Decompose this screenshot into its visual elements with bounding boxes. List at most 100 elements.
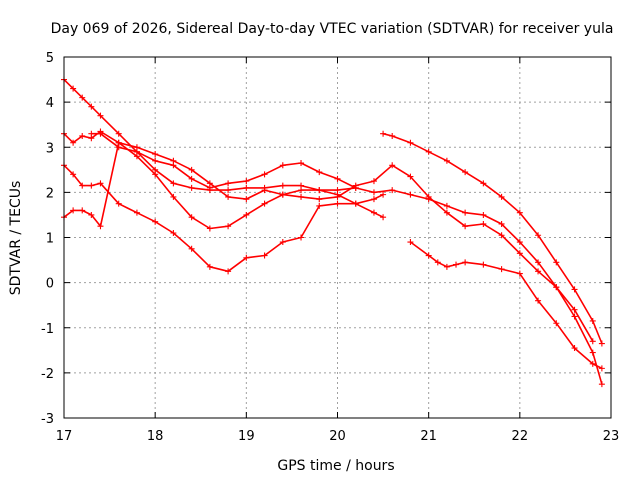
plus-marker [206,184,213,191]
y-axis-label: SDTVAR / TECUs [8,181,24,296]
series-track [409,241,603,370]
plus-marker [261,252,268,259]
plus-marker [598,381,605,388]
plus-marker [370,178,377,185]
plus-marker [79,207,86,214]
plus-marker [298,193,305,200]
plus-marker [88,211,95,218]
plus-marker [206,263,213,270]
y-tick-label: -3 [41,412,54,427]
plus-marker [370,209,377,216]
x-tick-label: 19 [238,429,255,444]
chart-title: Day 069 of 2026, Sidereal Day-to-day VTE… [51,21,614,37]
plus-marker [535,297,542,304]
plus-marker [571,306,578,313]
plus-marker [152,151,159,158]
plus-marker [188,245,195,252]
plus-marker [589,317,596,324]
plus-marker [79,132,86,139]
plus-marker [188,166,195,173]
series-track [382,132,603,344]
plus-marker [115,144,122,151]
plus-marker [115,200,122,207]
plus-marker [389,187,396,194]
plus-marker [70,139,77,146]
plus-marker [88,130,95,137]
plus-marker [279,191,286,198]
plus-marker [334,175,341,182]
x-tick-label: 21 [420,429,437,444]
plus-marker [407,239,414,246]
plus-marker [334,193,341,200]
plus-marker [535,259,542,266]
plus-marker [407,173,414,180]
y-tick-label: 1 [46,232,54,247]
y-tick-label: 0 [46,277,54,292]
plus-marker [480,211,487,218]
plus-marker [70,171,77,178]
x-tick-label: 18 [147,429,164,444]
plus-marker [425,252,432,259]
plus-marker [225,193,232,200]
plus-marker [334,200,341,207]
series-arc-c [61,162,387,275]
plus-marker [370,196,377,203]
plus-marker [407,191,414,198]
plus-marker [498,232,505,239]
plus-marker [88,103,95,110]
plus-marker [261,171,268,178]
plus-marker [352,200,359,207]
plus-marker [243,254,250,261]
plus-marker [261,187,268,194]
plus-marker [480,261,487,268]
x-tick-label: 23 [603,429,620,444]
plus-marker [316,169,323,176]
series-arc-e [88,130,605,388]
plus-marker [389,162,396,169]
plus-marker [380,130,387,137]
plus-marker [380,191,387,198]
plus-marker [480,220,487,227]
series-arc-d [61,139,596,345]
x-tick-label: 22 [512,429,529,444]
plus-marker [425,196,432,203]
plus-marker [589,360,596,367]
plus-marker [170,193,177,200]
series-track [63,141,594,342]
y-tick-label: -2 [41,367,54,382]
plus-marker [407,139,414,146]
y-tick-label: 2 [46,186,54,201]
plus-marker [434,259,441,266]
plus-marker [498,266,505,273]
plus-marker [480,180,487,187]
plus-marker [243,178,250,185]
plus-marker [243,196,250,203]
plus-marker [553,259,560,266]
plus-marker [462,223,469,230]
x-axis-label: GPS time / hours [277,458,394,474]
y-tick-label: 4 [46,96,54,111]
plus-marker [389,132,396,139]
plus-marker [152,157,159,164]
plus-marker [188,214,195,221]
plus-marker [462,169,469,176]
plus-marker [443,202,450,209]
plus-marker [598,340,605,347]
y-tick-label: 5 [46,51,54,66]
plus-marker [453,261,460,268]
plus-marker [170,162,177,169]
plus-marker [225,187,232,194]
plus-marker [443,209,450,216]
plus-marker [462,209,469,216]
plus-marker [243,211,250,218]
plus-marker [133,148,140,155]
plus-marker [279,182,286,189]
x-tick-label: 20 [329,429,346,444]
plus-marker [70,207,77,214]
plus-marker [225,223,232,230]
plus-marker [298,187,305,194]
plus-marker [316,202,323,209]
plus-marker [188,184,195,191]
plus-marker [553,284,560,291]
plus-marker [170,229,177,236]
